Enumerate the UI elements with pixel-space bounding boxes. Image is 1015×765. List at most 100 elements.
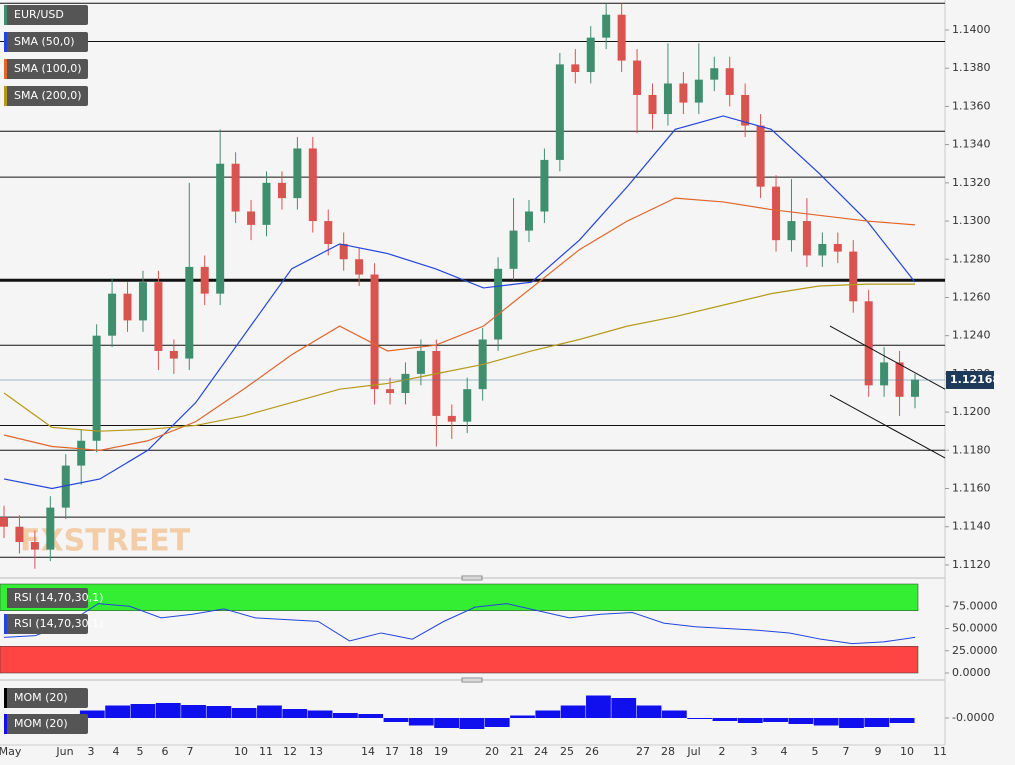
candle-body (633, 60, 642, 95)
candle-body (787, 221, 796, 241)
mom-bar (737, 718, 763, 723)
x-tick-label: Jun (55, 745, 73, 758)
mom-bar (661, 710, 687, 718)
candle-body (602, 14, 611, 38)
y-tick-label: 1.1180 (952, 443, 991, 456)
candle-body (185, 266, 194, 359)
x-tick-label: 27 (636, 745, 650, 758)
x-tick-label: 7 (187, 745, 194, 758)
mom-bar (408, 718, 434, 726)
candle-body (401, 373, 410, 393)
candle-body (694, 79, 703, 103)
legend-label: SMA (100,0) (14, 62, 82, 75)
y-tick-label: 1.1260 (952, 290, 991, 303)
x-tick-label: 25 (560, 745, 574, 758)
candle-body (277, 182, 286, 199)
legend-box (4, 86, 88, 106)
mom-bar (282, 709, 308, 718)
y-tick-label: 1.1380 (952, 61, 991, 74)
mom-bar (206, 706, 232, 718)
band (0, 646, 919, 674)
resize-handle[interactable] (461, 575, 483, 581)
candle-body (386, 389, 395, 393)
x-tick-label: 24 (534, 745, 548, 758)
mom-bar (383, 718, 409, 722)
candle-body (15, 526, 24, 543)
mom-bar (332, 713, 358, 718)
sma-line (3, 115, 916, 490)
x-tick-label: 9 (875, 745, 882, 758)
candle-body (911, 379, 919, 397)
candle-body (262, 182, 271, 225)
x-tick-label: May (0, 745, 22, 758)
y-tick-label: 25.0000 (952, 644, 998, 657)
x-tick-label: 10 (900, 745, 914, 758)
candle-body (308, 148, 317, 222)
legend-label: RSI (14,70,30,1) (14, 617, 103, 630)
candle-body (895, 362, 904, 397)
candle-body (154, 282, 163, 351)
legend-swatch (4, 5, 7, 25)
legend-box (4, 588, 88, 608)
legend-box (4, 32, 88, 52)
mom-bar (889, 718, 915, 723)
legend-label: SMA (50,0) (14, 35, 75, 48)
candle-body (0, 517, 8, 527)
candle-body (46, 507, 55, 550)
legend-swatch (4, 714, 7, 734)
candle-body (555, 64, 564, 160)
candle-body (710, 68, 719, 80)
y-tick-label: 1.1400 (952, 23, 991, 36)
x-tick-label: 13 (309, 745, 323, 758)
candle-body (494, 268, 503, 340)
mom-bar (864, 718, 890, 727)
candle-body (864, 301, 873, 386)
x-tick-label: 26 (585, 745, 599, 758)
candle-body (540, 159, 549, 212)
legend-label: RSI (14,70,30,1) (14, 591, 103, 604)
mom-bar (79, 710, 105, 718)
mom-bar (130, 704, 156, 718)
mom-bar (484, 718, 510, 727)
x-tick-label: 20 (485, 745, 499, 758)
legend-box (4, 5, 88, 25)
candle-body (108, 293, 117, 336)
legend-swatch (4, 86, 7, 106)
y-tick-label: 0.0000 (952, 666, 991, 679)
legend-label: SMA (200,0) (14, 89, 82, 102)
candle-body (92, 335, 101, 441)
candle-body (370, 274, 379, 390)
candle-body (432, 350, 441, 416)
legend-box (4, 614, 88, 634)
y-tick-label: 1.1360 (952, 99, 991, 112)
candle-body (663, 83, 672, 115)
band (0, 583, 919, 611)
y-tick-label: 1.1160 (952, 482, 991, 495)
legend-label: MOM (20) (14, 691, 68, 704)
y-tick-label: -0.0000 (952, 711, 994, 724)
x-tick-label: 2 (719, 745, 726, 758)
mom-bar (839, 718, 864, 728)
trend-line (829, 325, 946, 390)
sma-line (3, 283, 915, 432)
legend-box (4, 714, 88, 734)
resize-handle[interactable] (461, 677, 483, 683)
mom-bar (105, 705, 131, 718)
candle-body (571, 64, 580, 73)
mom-bar (788, 718, 814, 724)
mom-bar (231, 708, 257, 718)
mom-bar (535, 710, 561, 718)
candle-body (169, 350, 178, 359)
mom-bar (510, 715, 535, 718)
mom-bar (307, 710, 333, 718)
y-tick-label: 1.1340 (952, 138, 991, 151)
candle-body (339, 243, 348, 260)
candle-body (725, 68, 734, 95)
x-tick-label: 3 (751, 745, 758, 758)
mom-bar (257, 705, 282, 718)
price-label: 1.12168 (950, 373, 1000, 386)
y-tick-label: 1.1300 (952, 214, 991, 227)
mom-bar (560, 705, 586, 718)
candle-body (509, 230, 518, 269)
